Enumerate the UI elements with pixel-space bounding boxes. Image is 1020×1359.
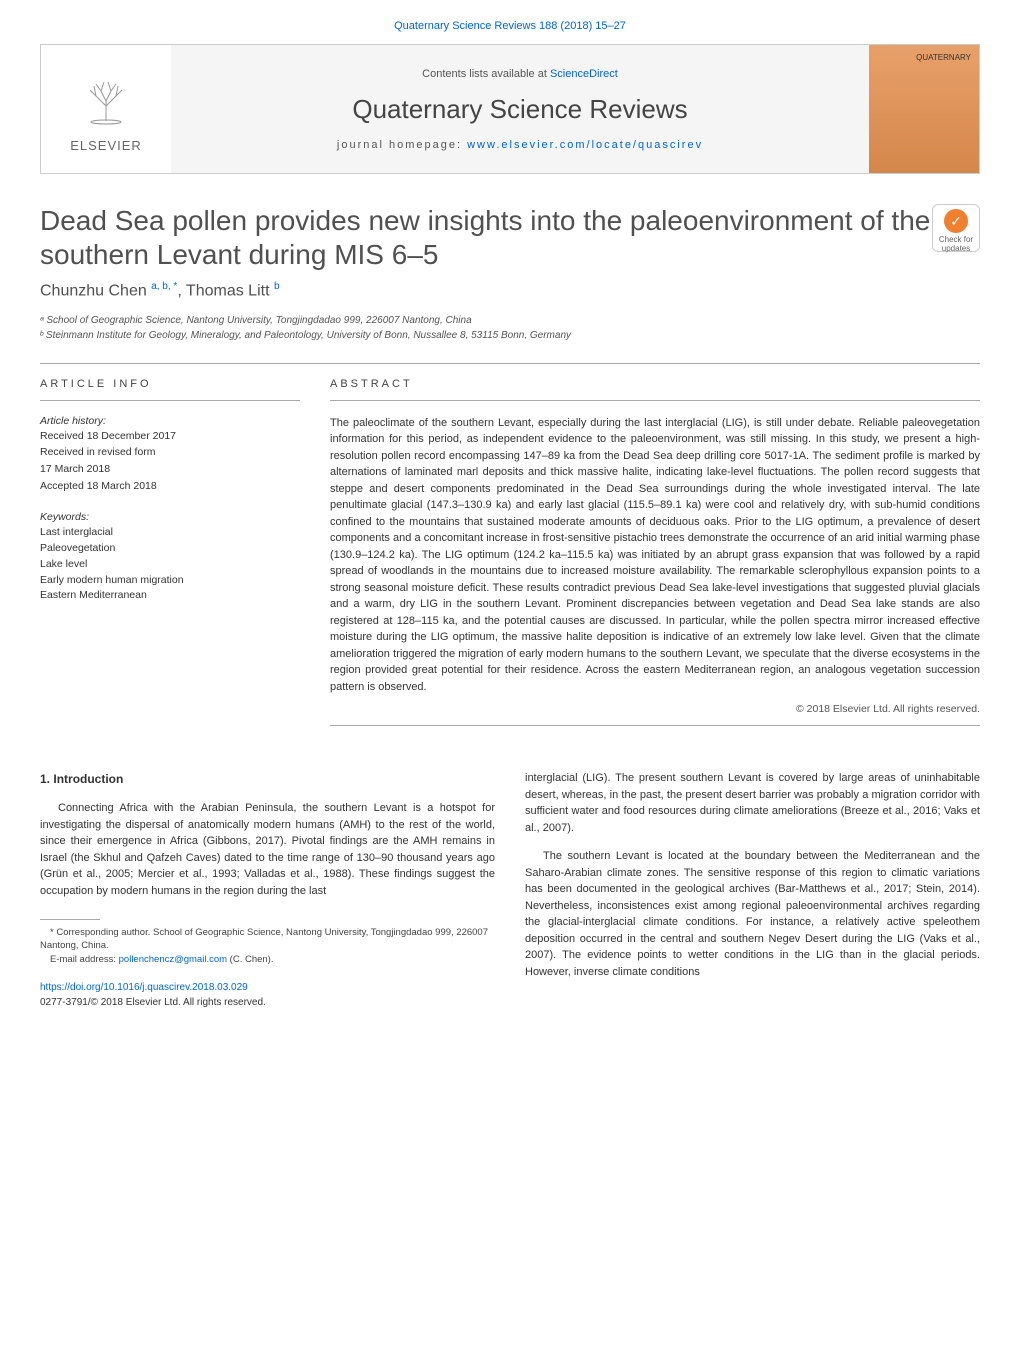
journal-cover-thumb: QUATERNARY <box>869 45 979 173</box>
banner-center: Contents lists available at ScienceDirec… <box>171 58 869 161</box>
body-paragraph: Connecting Africa with the Arabian Penin… <box>40 800 495 899</box>
journal-banner: ELSEVIER Contents lists available at Sci… <box>40 44 980 174</box>
keyword: Paleovegetation <box>40 541 300 557</box>
abstract-column: ABSTRACT The paleoclimate of the souther… <box>330 378 980 741</box>
history-item: Received 18 December 2017 <box>40 429 300 444</box>
history-label: Article history: <box>40 415 300 427</box>
issn-copyright: 0277-3791/© 2018 Elsevier Ltd. All right… <box>40 997 266 1008</box>
divider <box>40 363 980 364</box>
divider <box>330 400 980 401</box>
body-col-left: 1. Introduction Connecting Africa with t… <box>40 770 495 1010</box>
divider <box>40 400 300 401</box>
article-title: Dead Sea pollen provides new insights in… <box>40 204 980 271</box>
publisher-name: ELSEVIER <box>70 138 142 153</box>
email-suffix: (C. Chen). <box>227 954 273 965</box>
check-updates-badge[interactable]: ✓ Check for updates <box>932 204 980 252</box>
body-paragraph: The southern Levant is located at the bo… <box>525 848 980 980</box>
crossmark-icon: ✓ <box>944 209 968 233</box>
citation-link[interactable]: Quaternary Science Reviews 188 (2018) 15… <box>40 20 980 32</box>
doi-link[interactable]: https://doi.org/10.1016/j.quascirev.2018… <box>40 982 248 993</box>
doi-block: https://doi.org/10.1016/j.quascirev.2018… <box>40 980 495 1010</box>
keyword: Lake level <box>40 557 300 573</box>
journal-title: Quaternary Science Reviews <box>181 94 859 125</box>
article-info-column: ARTICLE INFO Article history: Received 1… <box>40 378 300 741</box>
sciencedirect-link[interactable]: ScienceDirect <box>550 68 618 80</box>
corresponding-author-footnote: * Corresponding author. School of Geogra… <box>40 926 495 953</box>
keyword: Early modern human migration <box>40 573 300 589</box>
check-updates-label: Check for updates <box>939 235 973 253</box>
history-item: 17 March 2018 <box>40 462 300 477</box>
abstract-copyright: © 2018 Elsevier Ltd. All rights reserved… <box>330 703 980 715</box>
body-columns: 1. Introduction Connecting Africa with t… <box>40 770 980 1010</box>
divider <box>330 725 980 726</box>
affiliation-a: ᵃ School of Geographic Science, Nantong … <box>40 313 980 328</box>
journal-homepage: journal homepage: www.elsevier.com/locat… <box>181 139 859 151</box>
contents-prefix: Contents lists available at <box>422 68 550 80</box>
email-link[interactable]: pollenchencz@gmail.com <box>119 954 227 965</box>
section-title: Introduction <box>53 772 123 786</box>
email-label: E-mail address: <box>50 954 119 965</box>
article-info-head: ARTICLE INFO <box>40 378 300 390</box>
elsevier-tree-icon <box>76 66 136 138</box>
cover-label: QUATERNARY <box>916 53 971 62</box>
homepage-prefix: journal homepage: <box>337 139 467 151</box>
footnote-separator <box>40 919 100 920</box>
history-item: Received in revised form <box>40 445 300 460</box>
email-footnote: E-mail address: pollenchencz@gmail.com (… <box>40 953 495 966</box>
publisher-logo-block: ELSEVIER <box>41 45 171 173</box>
history-item: Accepted 18 March 2018 <box>40 479 300 494</box>
contents-line: Contents lists available at ScienceDirec… <box>181 68 859 80</box>
homepage-link[interactable]: www.elsevier.com/locate/quascirev <box>467 139 703 151</box>
affiliations: ᵃ School of Geographic Science, Nantong … <box>40 313 980 343</box>
abstract-text: The paleoclimate of the southern Levant,… <box>330 415 980 696</box>
body-paragraph: interglacial (LIG). The present southern… <box>525 770 980 836</box>
keywords-label: Keywords: <box>40 511 300 523</box>
section-number: 1. <box>40 772 50 786</box>
section-heading: 1. Introduction <box>40 770 495 788</box>
body-col-right: interglacial (LIG). The present southern… <box>525 770 980 1010</box>
affiliation-b: ᵇ Steinmann Institute for Geology, Miner… <box>40 328 980 343</box>
keyword: Last interglacial <box>40 525 300 541</box>
keyword: Eastern Mediterranean <box>40 588 300 604</box>
authors-line: Chunzhu Chen a, b, *, Thomas Litt b <box>40 281 980 300</box>
abstract-head: ABSTRACT <box>330 378 980 390</box>
